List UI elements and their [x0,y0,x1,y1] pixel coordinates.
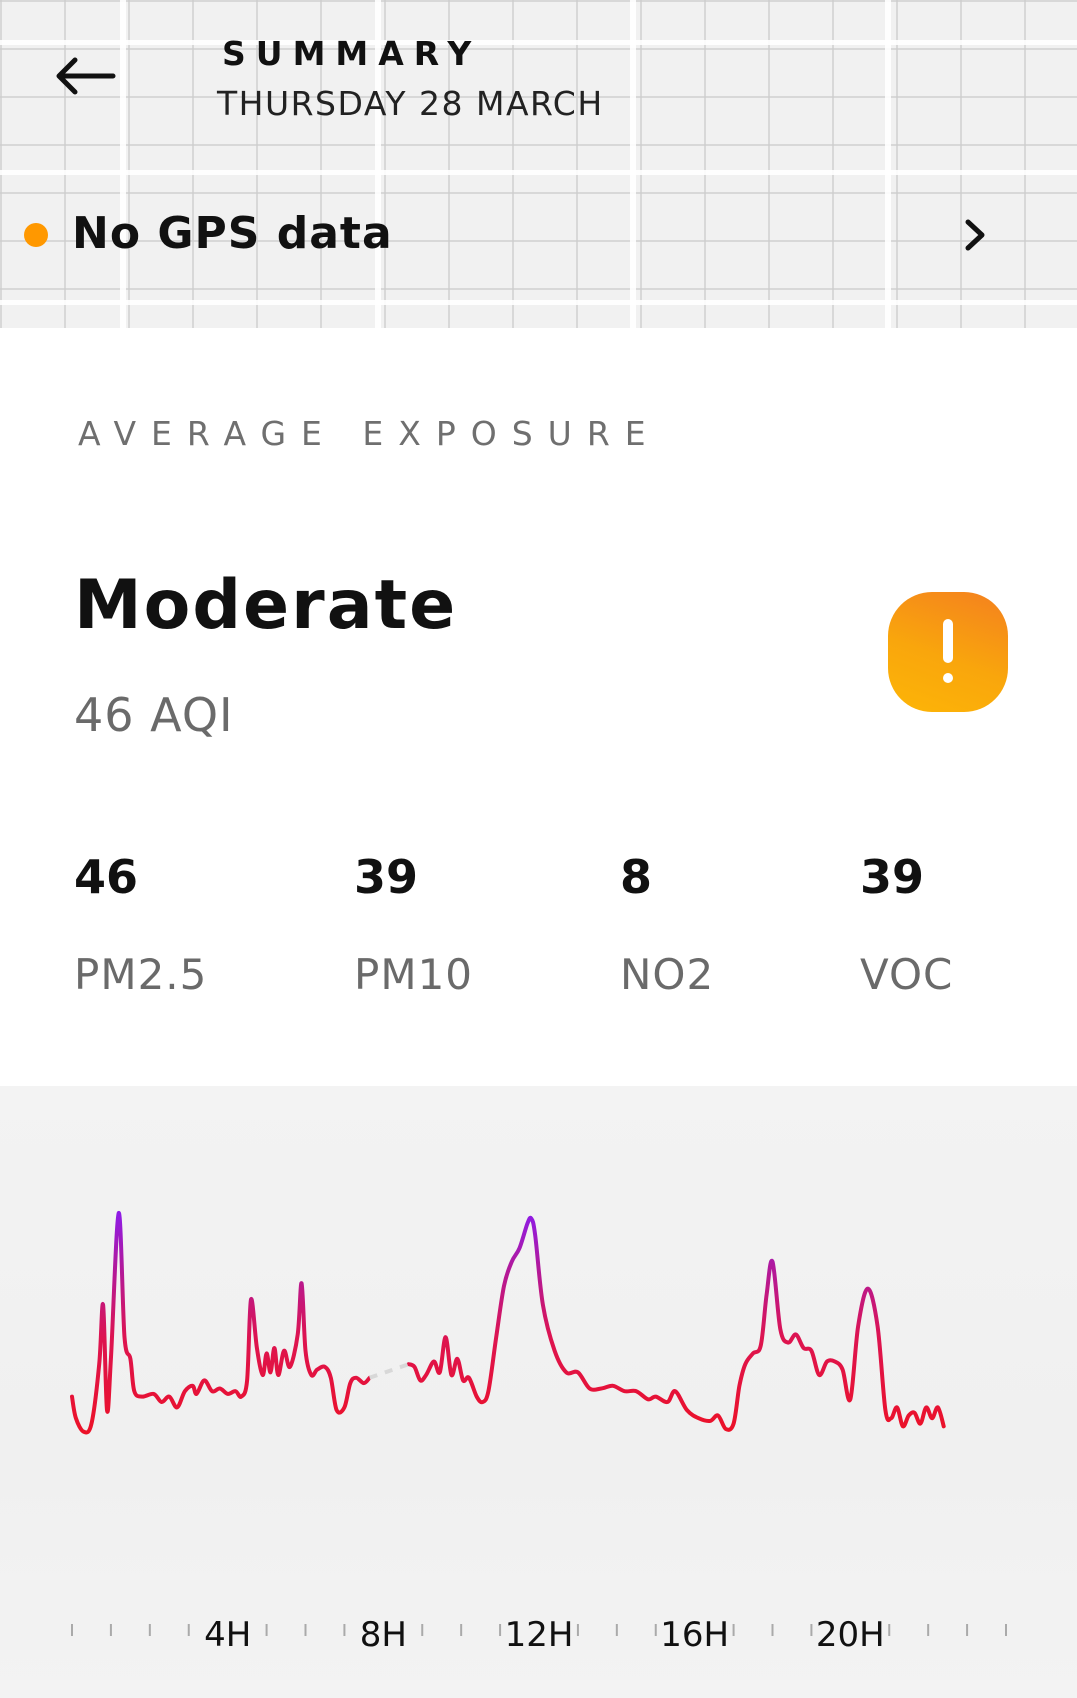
exposure-chart[interactable]: 4H 8H 12H 16H 20H [0,1086,1077,1698]
x-tick-label: 8H [360,1615,407,1655]
exposure-level: Moderate [74,566,458,645]
x-tick-label: 4H [204,1615,251,1655]
gps-status-dot [24,223,48,247]
pollutant-name: NO2 [620,950,715,999]
exposure-series-line-2 [406,1215,946,1432]
pollutant-value: 46 [74,850,139,904]
gps-status-row[interactable]: No GPS data [0,200,1077,270]
missing-data-gap [369,1362,410,1380]
exclamation-icon [943,619,953,685]
pollutant-pm10: 39 PM10 [354,850,472,999]
alert-badge [888,592,1008,712]
exposure-chart-svg: 4H 8H 12H 16H 20H [70,1210,1007,1655]
x-tick-label: 12H [505,1615,574,1655]
page-title: SUMMARY [222,34,482,73]
exposure-series-line-1 [70,1210,372,1435]
chevron-right-icon [965,219,985,251]
section-label-average-exposure: AVERAGE EXPOSURE [78,414,661,453]
exposure-aqi: 46 AQI [74,688,234,742]
pollutant-name: PM10 [354,950,474,999]
arrow-left-icon [56,57,116,95]
pollutant-value: 8 [620,850,653,904]
chart-series [70,1210,946,1435]
pollutant-pm25: 46 PM2.5 [74,850,206,999]
chart-x-axis: 4H 8H 12H 16H 20H [71,1615,1007,1655]
x-tick-label: 16H [660,1615,729,1655]
x-tick-label: 20H [816,1615,885,1655]
page-date: THURSDAY 28 MARCH [217,84,604,123]
pollutant-name: VOC [860,950,954,999]
gps-status-label: No GPS data [72,208,393,259]
pollutant-voc: 39 VOC [860,850,952,999]
back-button[interactable] [52,52,118,100]
header-map-background: SUMMARY THURSDAY 28 MARCH No GPS data [0,0,1077,328]
pollutant-name: PM2.5 [74,950,208,999]
pollutant-no2: 8 NO2 [620,850,713,999]
pollutant-value: 39 [860,850,925,904]
pollutant-value: 39 [354,850,419,904]
